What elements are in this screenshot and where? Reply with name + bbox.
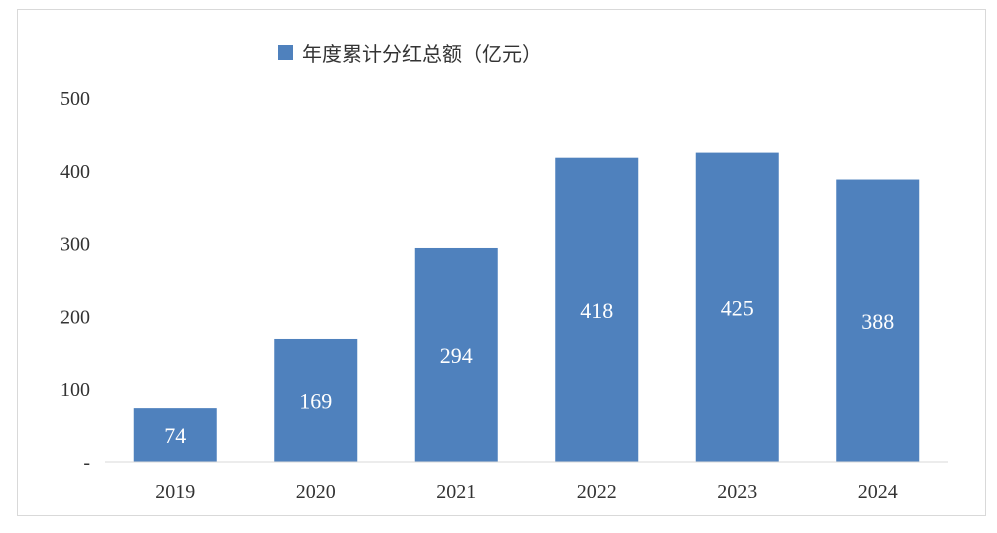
y-tick-label: 200 bbox=[60, 306, 90, 328]
data-label: 74 bbox=[164, 423, 186, 448]
legend-swatch bbox=[278, 45, 293, 60]
bars bbox=[133, 152, 920, 463]
x-tick-label: 2022 bbox=[577, 481, 617, 503]
x-tick-label: 2021 bbox=[436, 481, 476, 503]
y-tick-label: 300 bbox=[60, 234, 90, 256]
bar-2020 bbox=[274, 338, 358, 462]
data-label: 388 bbox=[861, 309, 894, 334]
x-tick-label: 2023 bbox=[717, 481, 757, 503]
bar-2022 bbox=[555, 157, 639, 463]
data-label: 425 bbox=[721, 295, 754, 320]
legend-label: 年度累计分红总额（亿元） bbox=[302, 42, 542, 66]
bar-2024 bbox=[836, 179, 920, 462]
bar-2023 bbox=[695, 152, 779, 462]
x-tick-label: 2019 bbox=[155, 481, 195, 503]
x-axis-ticks: 2019 2020 2021 2022 2023 2024 bbox=[155, 481, 898, 503]
y-tick-label: 500 bbox=[60, 88, 90, 110]
y-tick-label: - bbox=[83, 452, 90, 474]
bar-2021 bbox=[414, 247, 498, 462]
y-tick-label: 400 bbox=[60, 161, 90, 183]
data-label: 418 bbox=[580, 298, 613, 323]
legend: 年度累计分红总额（亿元） bbox=[278, 42, 542, 66]
data-label: 169 bbox=[299, 388, 332, 413]
x-tick-label: 2024 bbox=[858, 481, 898, 503]
y-tick-label: 100 bbox=[60, 379, 90, 401]
data-label: 294 bbox=[440, 343, 473, 368]
x-tick-label: 2020 bbox=[296, 481, 336, 503]
y-axis-ticks: - 100 200 300 400 500 bbox=[60, 88, 90, 474]
bar-2019 bbox=[133, 408, 217, 462]
data-labels: 74 169 294 418 425 388 bbox=[164, 295, 894, 448]
